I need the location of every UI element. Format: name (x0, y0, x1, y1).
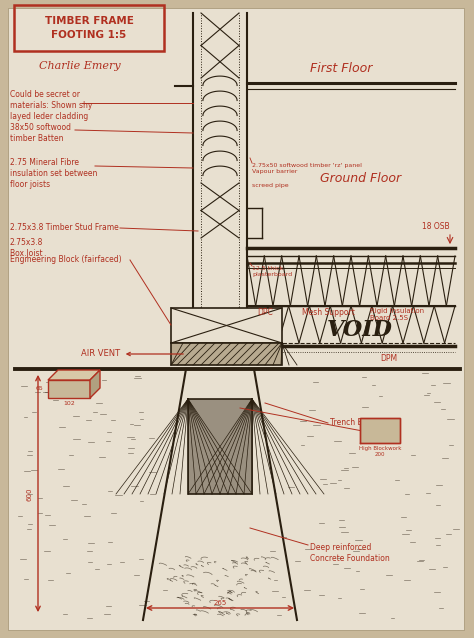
Text: High Blockwork
200: High Blockwork 200 (359, 446, 401, 457)
Bar (171, 343, 282, 365)
Text: Trench Backfill: Trench Backfill (330, 418, 385, 427)
Text: VOID: VOID (327, 318, 393, 341)
Text: 65: 65 (35, 387, 43, 392)
Text: Could be secret or
materials: Shown shy
layed leder cladding: Could be secret or materials: Shown shy … (10, 90, 92, 121)
Text: DPM: DPM (380, 354, 397, 363)
Text: 12.5 thick
plasterboard: 12.5 thick plasterboard (252, 266, 292, 277)
Text: 102: 102 (63, 401, 75, 406)
Text: TIMBER FRAME
FOOTING 1:5: TIMBER FRAME FOOTING 1:5 (45, 15, 134, 40)
Text: First Floor: First Floor (310, 61, 373, 75)
Text: Charlie Emery: Charlie Emery (39, 61, 121, 71)
Text: 2.75x3.8
Box Joist: 2.75x3.8 Box Joist (10, 238, 44, 258)
Text: Rigid insulation
Board 2.5S: Rigid insulation Board 2.5S (370, 308, 424, 321)
Polygon shape (48, 370, 100, 380)
Text: Deep reinforced
Concrete Foundation: Deep reinforced Concrete Foundation (310, 543, 390, 563)
Text: Ground Floor: Ground Floor (320, 172, 401, 184)
Text: Mesh Support: Mesh Support (302, 308, 355, 317)
Text: AIR VENT: AIR VENT (81, 350, 183, 359)
Text: DPC: DPC (257, 308, 273, 317)
Text: 2.75x50 softwood timber 'rz' panel
Vapour barrier: 2.75x50 softwood timber 'rz' panel Vapou… (252, 163, 362, 174)
Text: 265: 265 (213, 600, 227, 606)
Text: 2.75x3.8 Timber Stud Frame: 2.75x3.8 Timber Stud Frame (10, 223, 119, 232)
Text: 2.75 Mineral Fibre
insulation set between
floor joists: 2.75 Mineral Fibre insulation set betwee… (10, 158, 97, 189)
Bar (360, 418, 400, 443)
Bar (188, 399, 252, 494)
Text: screed pipe: screed pipe (252, 183, 289, 188)
Text: 38x50 softwood
timber Batten: 38x50 softwood timber Batten (10, 123, 71, 143)
Text: Engineering Block (fairfaced): Engineering Block (fairfaced) (10, 255, 122, 264)
Text: 600: 600 (27, 487, 33, 501)
Bar (171, 308, 282, 343)
Bar (48, 380, 90, 398)
Polygon shape (90, 370, 100, 398)
Text: 18 OSB: 18 OSB (422, 222, 450, 231)
